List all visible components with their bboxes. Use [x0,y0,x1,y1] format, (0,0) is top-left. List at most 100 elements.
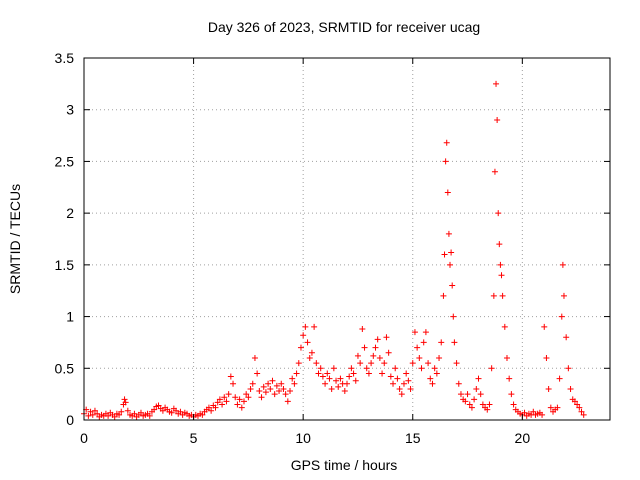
data-point [576,404,583,411]
data-point [447,261,454,268]
data-point [365,370,372,377]
data-point [94,410,101,417]
data-points-layer [81,80,587,420]
data-point [122,399,129,406]
data-point [223,398,230,405]
data-point [311,323,318,330]
data-point [256,388,263,395]
data-point [324,370,331,377]
data-point [354,352,361,359]
data-point [267,385,274,392]
data-point [271,391,278,398]
data-point [547,404,554,411]
data-point [251,354,258,361]
data-point [293,370,300,377]
data-point [260,383,267,390]
data-point [297,344,304,351]
y-tick-label: 2.5 [55,153,75,169]
data-point [262,389,269,396]
data-point [567,385,574,392]
data-point [234,401,241,408]
data-point [276,388,283,395]
data-point [273,382,280,389]
data-point [304,339,311,346]
y-tick-label: 3 [66,102,74,118]
data-point [111,413,118,420]
data-point [322,380,329,387]
data-point [308,349,315,356]
data-point [221,394,228,401]
data-point [418,365,425,372]
data-point [405,377,412,384]
data-point [486,401,493,408]
data-point [374,336,381,343]
data-point [168,409,175,416]
data-point [440,292,447,299]
data-point [205,404,212,411]
data-point [333,377,340,384]
data-point [429,380,436,387]
plot-frame [83,57,611,421]
data-point [146,412,153,419]
data-point [521,409,528,416]
data-point [473,385,480,392]
data-point [387,373,394,380]
x-tick-label: 15 [405,430,421,446]
data-point [359,325,366,332]
data-point [493,80,500,87]
data-point [407,385,414,392]
data-point [227,373,234,380]
data-point [238,404,245,411]
data-point [137,409,144,416]
data-point [411,329,418,336]
data-point [491,168,498,175]
data-point [497,261,504,268]
data-point [344,380,350,387]
data-point [381,360,388,367]
data-point [543,354,550,361]
data-point [348,365,355,372]
x-axis-label: GPS time / hours [291,457,398,473]
y-tick-label: 1.5 [55,257,75,273]
data-point [409,360,416,367]
data-point [372,344,379,351]
data-point [558,313,565,320]
y-axis-label: SRMTID / TECUs [7,184,23,294]
data-point [499,292,506,299]
data-point [116,411,123,418]
data-point [390,380,397,387]
data-point [85,412,92,419]
data-point [313,360,320,367]
data-point [284,398,291,405]
data-point [560,292,567,299]
data-point [433,370,440,377]
data-point [105,412,112,419]
data-point [379,370,386,377]
data-point [427,375,434,382]
data-point [319,373,326,380]
data-point [278,380,285,387]
data-point [425,360,432,367]
data-point [488,365,495,372]
data-point [554,404,561,411]
data-point [453,360,460,367]
data-point [295,360,302,367]
x-tick-label: 0 [80,430,88,446]
data-point [232,394,239,401]
data-point [291,380,298,387]
data-point [510,401,517,408]
data-point [341,388,348,395]
data-point [236,396,243,403]
data-point [438,339,445,346]
data-point [471,396,478,403]
data-point [455,380,462,387]
data-point [151,406,158,413]
x-tick-label: 5 [190,430,198,446]
data-point [230,380,237,387]
data-point [396,385,403,392]
data-point [571,398,578,405]
data-point [475,375,482,382]
data-point [363,365,370,372]
data-point [352,377,359,384]
